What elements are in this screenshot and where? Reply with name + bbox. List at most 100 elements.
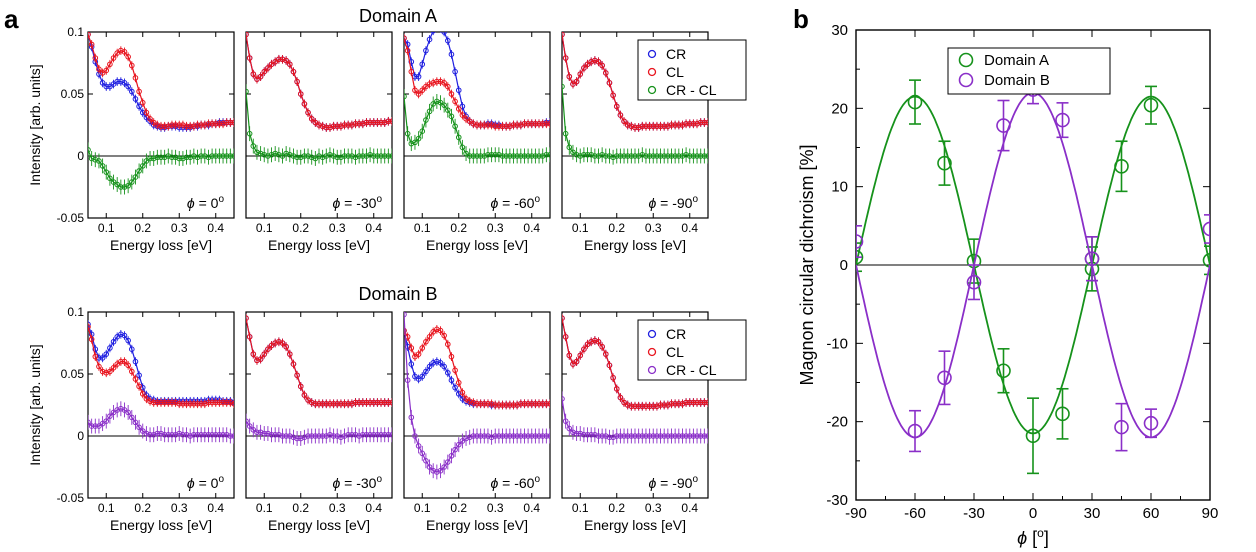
y-tick-label: 0 xyxy=(840,257,848,274)
data-point xyxy=(419,345,426,351)
data-point xyxy=(686,433,693,439)
data-point xyxy=(430,329,437,335)
data-point xyxy=(139,163,146,169)
data-point xyxy=(570,81,576,87)
data-point xyxy=(180,155,186,162)
data-point xyxy=(88,147,91,153)
x-axis-unit: [ xyxy=(1027,528,1037,548)
data-point xyxy=(521,120,528,127)
domain-b-title: Domain B xyxy=(358,284,437,304)
data-point xyxy=(528,400,535,407)
data-point xyxy=(694,399,700,406)
data-point xyxy=(654,403,660,410)
data-point xyxy=(1114,419,1129,435)
data-point xyxy=(686,153,693,159)
data-point xyxy=(129,88,135,95)
data-point xyxy=(223,153,230,159)
data-point xyxy=(492,151,499,158)
data-point xyxy=(107,368,113,375)
data-point xyxy=(672,400,678,407)
data-point xyxy=(378,119,384,126)
data-point xyxy=(448,453,455,459)
data-point xyxy=(466,153,473,159)
data-point xyxy=(441,80,447,86)
data-point xyxy=(562,315,565,321)
data-point xyxy=(176,122,183,128)
data-point xyxy=(231,433,234,439)
data-point xyxy=(129,62,135,69)
data-point xyxy=(595,153,602,159)
data-point xyxy=(610,154,616,161)
data-point xyxy=(265,65,271,71)
data-point xyxy=(646,403,653,410)
data-point xyxy=(525,120,531,127)
data-point xyxy=(294,78,300,85)
data-point xyxy=(701,119,708,126)
data-point xyxy=(477,400,484,407)
data-point xyxy=(169,431,175,438)
data-point xyxy=(220,431,226,438)
data-point xyxy=(624,122,631,128)
data-point xyxy=(423,338,429,345)
data-point xyxy=(496,402,502,408)
data-point xyxy=(363,153,370,159)
data-point xyxy=(88,324,91,330)
data-point xyxy=(216,153,223,159)
data-point xyxy=(180,400,186,407)
data-point xyxy=(88,423,95,429)
legend: CR CL CR - CL xyxy=(637,39,747,101)
data-point xyxy=(415,443,422,449)
data-point xyxy=(643,403,649,410)
data-point xyxy=(88,321,91,328)
data-point xyxy=(510,122,517,128)
data-point xyxy=(327,151,333,158)
data-point xyxy=(223,119,230,126)
data-point xyxy=(312,400,319,407)
data-point xyxy=(216,431,223,438)
data-point xyxy=(536,120,542,127)
data-point xyxy=(158,399,164,406)
data-point xyxy=(279,433,286,439)
data-point xyxy=(404,35,407,41)
data-point xyxy=(690,120,697,127)
data-point xyxy=(419,450,426,457)
subplot-1-3: 0.1 0.2 0.3 0.4 Energy loss [eV] ϕ = -90o xyxy=(561,311,709,533)
data-point xyxy=(209,399,215,406)
data-point xyxy=(445,369,451,376)
data-point xyxy=(452,367,458,374)
data-point xyxy=(88,41,95,48)
data-point xyxy=(599,433,605,439)
x-tick-label: 0.1 xyxy=(414,221,431,235)
data-point xyxy=(510,402,517,408)
data-point xyxy=(606,153,613,159)
data-point xyxy=(205,399,212,406)
x-tick-label: 0.4 xyxy=(207,221,224,235)
data-point xyxy=(617,112,624,118)
data-point xyxy=(635,153,642,159)
data-point xyxy=(445,341,451,348)
data-point xyxy=(389,153,392,159)
data-point xyxy=(518,433,524,439)
data-point xyxy=(139,428,146,434)
legend-label: CR - CL xyxy=(666,362,717,378)
y-tick-label: 0.05 xyxy=(61,367,85,381)
data-point xyxy=(521,400,528,407)
data-point xyxy=(1202,221,1210,237)
data-point xyxy=(121,184,128,190)
data-point xyxy=(474,122,480,128)
data-point xyxy=(150,155,157,162)
subplot-0-2: 0.1 0.2 0.3 0.4 Energy loss [eV] ϕ = -60o xyxy=(403,31,551,253)
data-point xyxy=(463,396,469,402)
data-point xyxy=(308,399,315,406)
data-point xyxy=(96,423,102,429)
data-point xyxy=(455,134,462,141)
data-point xyxy=(485,400,491,407)
data-point xyxy=(577,430,584,437)
data-point xyxy=(345,153,352,159)
x-tick-label: 30 xyxy=(1084,505,1101,522)
data-point xyxy=(246,334,253,340)
data-point xyxy=(539,400,546,407)
x-tick-label: -60 xyxy=(904,505,926,522)
data-point xyxy=(136,168,142,174)
data-point xyxy=(937,370,952,386)
